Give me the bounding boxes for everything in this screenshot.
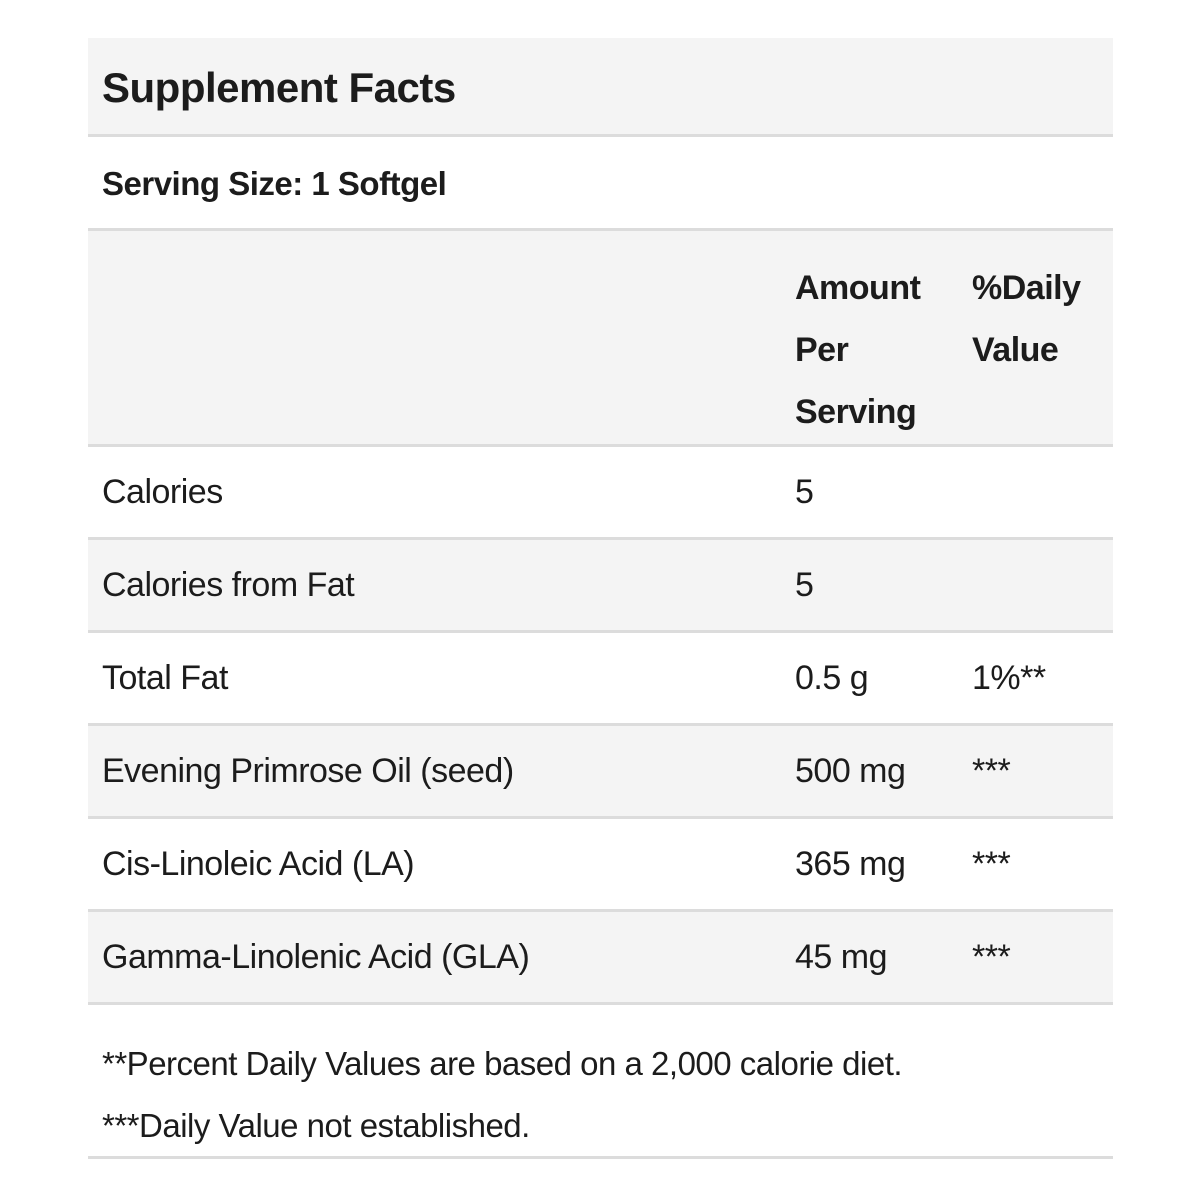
table-row: Cis-Linoleic Acid (LA) 365 mg *** [88,819,1113,912]
nutrient-amount: 0.5 g [795,659,869,697]
nutrient-amount: 500 mg [795,752,906,790]
nutrient-name: Gamma-Linolenic Acid (GLA) [102,938,530,976]
nutrient-name: Calories [102,473,223,511]
table-row: Total Fat 0.5 g 1%** [88,633,1113,726]
nutrient-dv: *** [972,752,1011,790]
title-row: Supplement Facts [88,38,1113,137]
panel-title: Supplement Facts [102,64,456,111]
table-row: Calories from Fat 5 [88,540,1113,633]
supplement-facts-panel: Supplement Facts Serving Size: 1 Softgel… [88,38,1113,1159]
nutrient-dv: 1%** [972,659,1046,697]
nutrient-amount: 365 mg [795,845,906,883]
nutrient-name: Calories from Fat [102,566,355,604]
daily-value-header: %Daily Value [972,269,1081,369]
footnote-not-established: ***Daily Value not established. [102,1107,530,1144]
nutrient-name: Total Fat [102,659,228,697]
nutrient-dv: *** [972,845,1011,883]
serving-size: Serving Size: 1 Softgel [102,165,447,202]
footnotes: **Percent Daily Values are based on a 2,… [88,1005,1113,1159]
nutrient-name: Cis-Linoleic Acid (LA) [102,845,415,883]
nutrient-dv: *** [972,938,1011,976]
column-header-row: Amount Per Serving %Daily Value [88,231,1113,447]
nutrient-amount: 5 [795,473,814,511]
footnote-daily-values: **Percent Daily Values are based on a 2,… [102,1045,903,1082]
table-row: Calories 5 [88,447,1113,540]
nutrient-amount: 5 [795,566,814,604]
table-row: Evening Primrose Oil (seed) 500 mg *** [88,726,1113,819]
amount-header: Amount Per Serving [795,269,921,431]
nutrient-name: Evening Primrose Oil (seed) [102,752,514,790]
nutrient-amount: 45 mg [795,938,888,976]
table-row: Gamma-Linolenic Acid (GLA) 45 mg *** [88,912,1113,1005]
serving-size-row: Serving Size: 1 Softgel [88,137,1113,231]
